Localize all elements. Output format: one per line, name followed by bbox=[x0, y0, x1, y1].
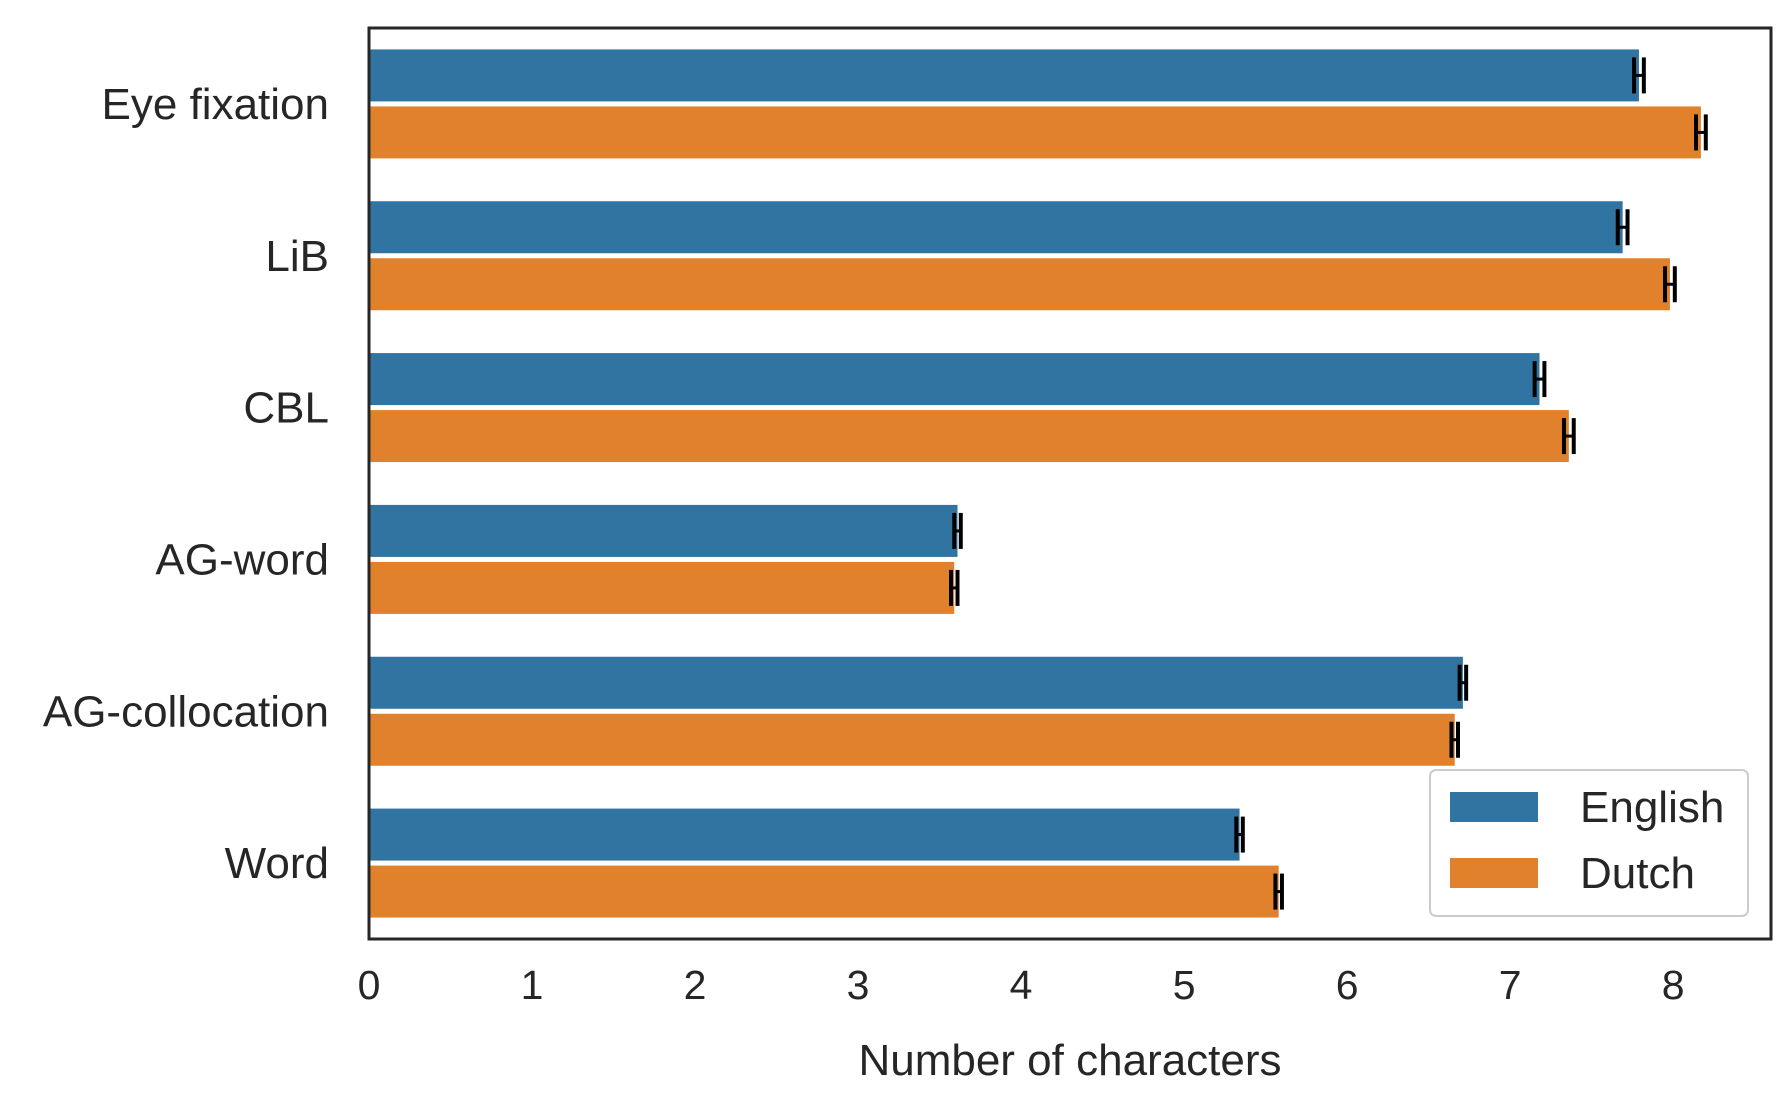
bar-word-english bbox=[369, 808, 1240, 861]
category-label-lib: LiB bbox=[265, 232, 329, 281]
error-bar-eye-fixation-dutch bbox=[1694, 114, 1708, 151]
x-tick-label-6: 6 bbox=[1336, 962, 1359, 1008]
error-bar-lib-dutch bbox=[1663, 266, 1677, 303]
error-bar-word-english bbox=[1234, 816, 1245, 853]
x-tick-label-4: 4 bbox=[1010, 962, 1033, 1008]
x-tick-label-0: 0 bbox=[358, 962, 381, 1008]
bar-eye-fixation-dutch bbox=[369, 106, 1701, 159]
category-labels: Eye fixation LiB CBL AG-word AG-collocation W… bbox=[43, 80, 329, 888]
error-bar-ag-collocation-dutch bbox=[1449, 721, 1460, 758]
bar-lib-dutch bbox=[369, 258, 1670, 311]
error-bar-ag-word-english bbox=[952, 512, 963, 549]
error-bar-ag-word-dutch bbox=[948, 569, 960, 606]
legend: English Dutch bbox=[1429, 769, 1749, 917]
error-bar-cbl-dutch bbox=[1561, 418, 1576, 455]
error-bars-layer bbox=[948, 57, 1708, 910]
category-label-eye-fixation: Eye fixation bbox=[102, 80, 329, 129]
error-bar-ag-collocation-english bbox=[1457, 664, 1469, 701]
bar-lib-english bbox=[369, 201, 1623, 254]
x-axis-title: Number of characters bbox=[858, 1036, 1281, 1085]
bar-ag-collocation-dutch bbox=[369, 713, 1455, 766]
bar-word-dutch bbox=[369, 865, 1279, 918]
x-tick-label-7: 7 bbox=[1499, 962, 1522, 1008]
x-tick-label-8: 8 bbox=[1662, 962, 1685, 1008]
bar-cbl-english bbox=[369, 353, 1540, 406]
category-label-cbl: CBL bbox=[243, 384, 329, 433]
category-label-ag-word: AG-word bbox=[155, 535, 329, 584]
bar-ag-collocation-english bbox=[369, 656, 1463, 709]
error-bar-word-dutch bbox=[1273, 873, 1284, 910]
x-tick-label-3: 3 bbox=[847, 962, 870, 1008]
legend-label-dutch: Dutch bbox=[1580, 849, 1695, 898]
error-bar-eye-fixation-english bbox=[1632, 57, 1646, 94]
bar-cbl-dutch bbox=[369, 410, 1569, 463]
x-tick-label-1: 1 bbox=[521, 962, 544, 1008]
legend-swatch-english bbox=[1450, 792, 1538, 822]
x-axis-ticks: 0 1 2 3 4 5 6 7 8 bbox=[358, 962, 1685, 1008]
x-tick-label-5: 5 bbox=[1173, 962, 1196, 1008]
plot-area-frame bbox=[367, 26, 1773, 941]
x-tick-label-2: 2 bbox=[684, 962, 707, 1008]
category-label-ag-collocation: AG-collocation bbox=[43, 687, 329, 736]
error-bar-cbl-english bbox=[1532, 361, 1547, 398]
bars-layer bbox=[369, 49, 1701, 918]
error-bar-lib-english bbox=[1615, 209, 1630, 246]
legend-swatch-dutch bbox=[1450, 858, 1538, 888]
bar-eye-fixation-english bbox=[369, 49, 1639, 102]
bar-ag-word-english bbox=[369, 504, 958, 557]
bar-ag-word-dutch bbox=[369, 561, 955, 614]
legend-label-english: English bbox=[1580, 783, 1724, 832]
category-label-word: Word bbox=[225, 839, 329, 888]
